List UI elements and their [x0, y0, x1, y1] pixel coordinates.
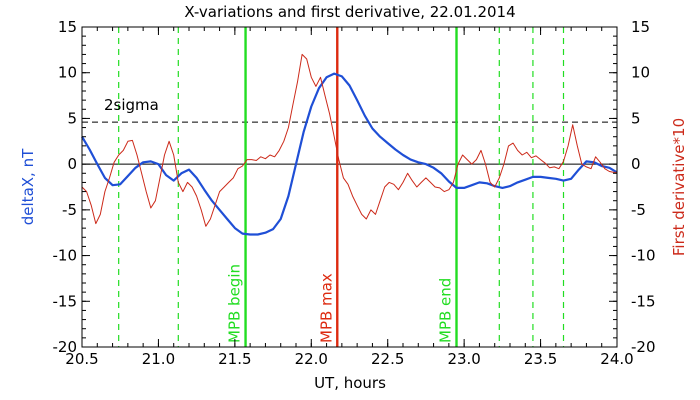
y-axis-label-right: First derivative*10: [670, 118, 688, 256]
y-tick-label-left: -20: [53, 338, 78, 356]
marker-label: MPB begin: [226, 264, 244, 343]
axes-layer: 20.5 21.0 21.5 22.0 22.5 23.0 23.5 24.0 15 15 10 10…: [53, 18, 656, 368]
y-tick-label-right: -20: [631, 338, 656, 356]
series-line: [81, 72, 618, 236]
y-tick-label-left: -10: [53, 247, 78, 265]
y-tick-label-left: -5: [62, 201, 77, 219]
x-axis-label: UT, hours: [314, 374, 386, 392]
x-tick-label: 23.0: [447, 350, 480, 368]
y-tick-label-left: 0: [67, 155, 77, 173]
y-tick-label-right: 5: [631, 109, 641, 127]
y-tick-label-left: 5: [67, 109, 77, 127]
sigma-label: 2sigma: [104, 96, 159, 114]
x-tick-label: 23.5: [524, 350, 557, 368]
y-tick-label-left: 10: [58, 64, 77, 82]
x-tick-label: 21.0: [142, 350, 175, 368]
series-line: [81, 53, 617, 227]
series-layer: [81, 53, 618, 236]
x-tick-label: 24.0: [600, 350, 633, 368]
x-tick-label: 21.5: [218, 350, 251, 368]
y-tick-label-right: -15: [631, 292, 656, 310]
y-tick-label-right: 10: [631, 64, 650, 82]
plot-area: [82, 121, 617, 165]
markers-layer: MPB begin MPB max MPB end: [118, 27, 565, 347]
plot-frame: [81, 26, 618, 348]
y-tick-label-right: 15: [631, 18, 650, 36]
x-tick-label: 22.5: [371, 350, 404, 368]
y-tick-label-right: 0: [631, 155, 641, 173]
x-tick-label: 20.5: [65, 350, 98, 368]
marker-label: MPB end: [437, 278, 455, 343]
y-tick-label-right: -5: [631, 201, 646, 219]
y-tick-label-right: -10: [631, 247, 656, 265]
chart-title: X-variations and first derivative, 22.01…: [184, 3, 515, 21]
y-tick-label-left: 15: [58, 18, 77, 36]
y-tick-label-left: -15: [53, 292, 78, 310]
marker-label: MPB max: [317, 273, 335, 343]
y-axis-label-left: deltaX, nT: [19, 148, 37, 225]
x-tick-label: 22.0: [295, 350, 328, 368]
